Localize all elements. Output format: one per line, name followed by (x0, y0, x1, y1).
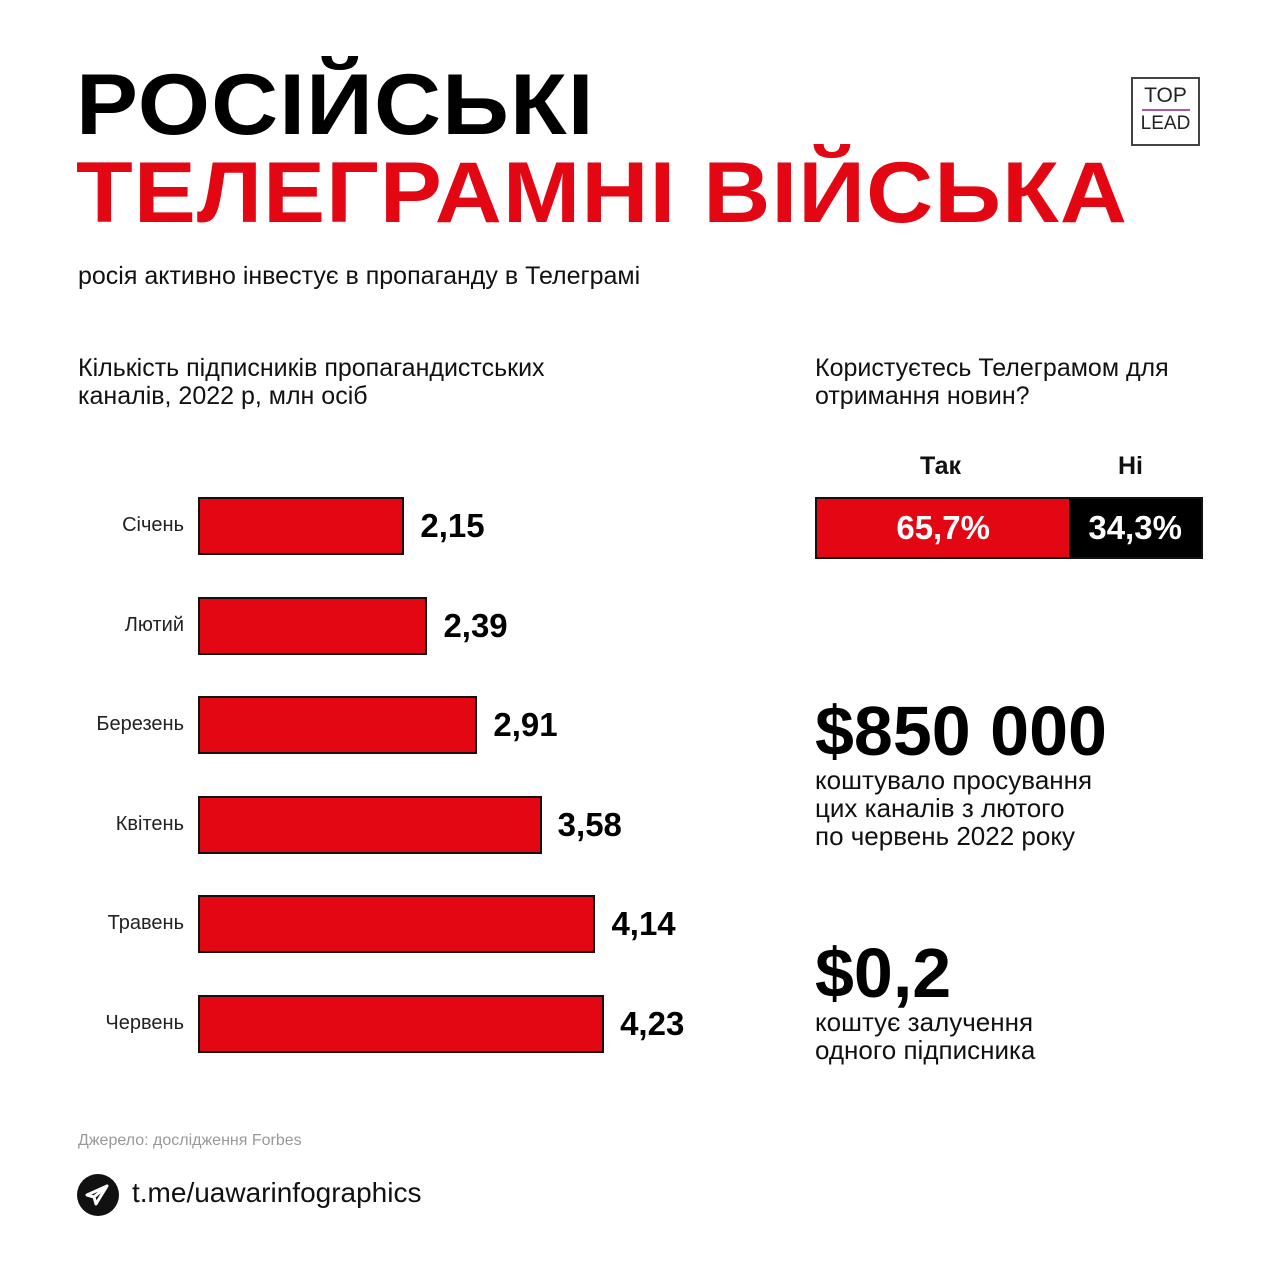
title-line-2: ТЕЛЕГРАМНІ ВІЙСЬКА (76, 145, 1129, 241)
category-label: Червень (105, 1012, 184, 1034)
yes-label: Так (920, 452, 962, 480)
survey-question: Користуєтесь Телеграмом для отримання но… (815, 354, 1169, 410)
logo-divider (1141, 109, 1190, 111)
category-label: Квітень (115, 812, 184, 835)
category-label: Лютий (124, 613, 184, 636)
subtitle: росія активно інвестує в пропаганду в Те… (78, 262, 641, 290)
promotion-cost-desc: коштувало просування цих каналів з лютог… (815, 766, 1092, 850)
category-label: Січень (122, 514, 184, 536)
telegram-link[interactable]: t.me/uawarinfographics (132, 1177, 422, 1208)
data-label: 3,58 (557, 805, 622, 843)
data-label: 2,91 (493, 706, 558, 744)
yes-segment: 65,7% (817, 499, 1070, 557)
bar-4 (198, 895, 596, 954)
bar-2 (198, 696, 478, 755)
title-line-1: РОСІЙСЬКІ (76, 57, 595, 153)
subscriber-cost-desc: коштує залучення одного підписника (815, 1008, 1035, 1064)
category-label: Травень (107, 912, 184, 935)
data-label: 4,14 (611, 905, 676, 943)
data-label: 2,39 (443, 606, 508, 644)
subscriber-cost-value: $0,2 (815, 934, 952, 1012)
telegram-icon[interactable] (77, 1174, 119, 1216)
data-label: 2,15 (420, 507, 485, 544)
survey-split-bar: 65,7% 34,3% (815, 497, 1203, 559)
bar-3 (198, 795, 542, 854)
desc-line: коштувало просування (815, 765, 1093, 795)
no-label: Ні (1118, 452, 1143, 480)
bar-5 (198, 995, 605, 1053)
promotion-cost-value: $850 000 (815, 692, 1107, 770)
logo-bottom: LEAD (1140, 113, 1191, 134)
desc-line: коштує залучення (815, 1007, 1034, 1037)
chart-title: Кількість підписників пропагандистських … (78, 354, 545, 410)
source-note: Джерело: дослідження Forbes (78, 1132, 302, 1149)
category-label: Березень (96, 713, 184, 736)
desc-line: цих каналів з лютого (815, 793, 1065, 823)
bar-0 (198, 497, 405, 555)
no-segment: 34,3% (1069, 499, 1201, 557)
desc-line: по червень 2022 року (815, 821, 1075, 851)
logo-top: TOP (1144, 84, 1187, 107)
bar-1 (198, 596, 428, 655)
desc-line: одного підписника (815, 1035, 1036, 1065)
data-label: 4,23 (620, 1005, 685, 1042)
top-lead-logo: TOP LEAD (1131, 77, 1200, 146)
